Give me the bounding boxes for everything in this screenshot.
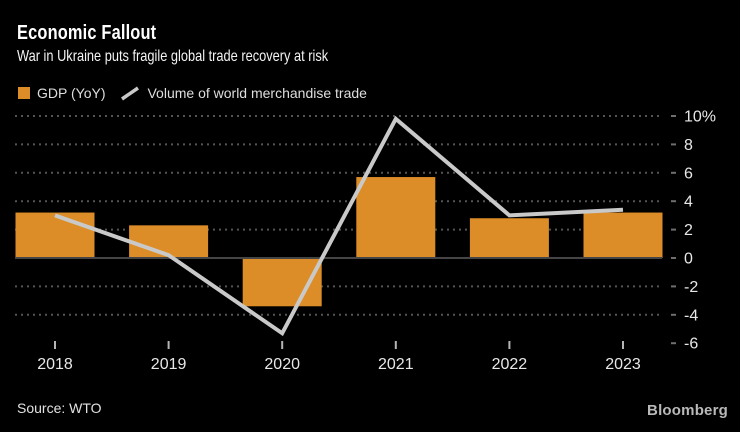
x-tick-label-2022: 2022 bbox=[492, 356, 528, 373]
legend: GDP (YoY) Volume of world merchandise tr… bbox=[18, 85, 367, 101]
y-tick-label-6: 6 bbox=[684, 165, 693, 182]
y-tick-label--6: -6 bbox=[684, 336, 698, 353]
bar-2018 bbox=[15, 212, 95, 258]
x-tick-label-2019: 2019 bbox=[151, 356, 187, 373]
y-tick-label--2: -2 bbox=[684, 279, 698, 296]
gdp-legend-swatch-icon bbox=[18, 87, 30, 99]
y-tick-label--4: -4 bbox=[684, 307, 698, 324]
source-label: Source: WTO bbox=[17, 400, 102, 416]
x-tick-label-2020: 2020 bbox=[264, 356, 300, 373]
bloomberg-logo: Bloomberg bbox=[647, 402, 728, 419]
line-legend-slash-icon bbox=[121, 86, 140, 100]
bar-2021 bbox=[356, 177, 436, 258]
trade-legend-label: Volume of world merchandise trade bbox=[147, 85, 367, 101]
gdp-legend-label: GDP (YoY) bbox=[37, 85, 106, 101]
x-tick-label-2021: 2021 bbox=[378, 356, 414, 373]
x-tick-label-2023: 2023 bbox=[605, 356, 641, 373]
chart-subtitle: War in Ukraine puts fragile global trade… bbox=[17, 48, 329, 65]
y-tick-label-0: 0 bbox=[684, 251, 693, 268]
trade-volume-line bbox=[54, 115, 624, 337]
x-tick-label-2018: 2018 bbox=[37, 356, 73, 373]
y-tick-label-10: 10% bbox=[684, 109, 716, 126]
bar-2022 bbox=[469, 218, 549, 258]
y-tick-label-4: 4 bbox=[684, 194, 693, 211]
bar-2019 bbox=[129, 225, 209, 258]
y-tick-label-2: 2 bbox=[684, 222, 693, 239]
bar-2023 bbox=[583, 212, 663, 258]
y-tick-label-8: 8 bbox=[684, 137, 693, 154]
chart-title: Economic Fallout bbox=[17, 22, 157, 44]
